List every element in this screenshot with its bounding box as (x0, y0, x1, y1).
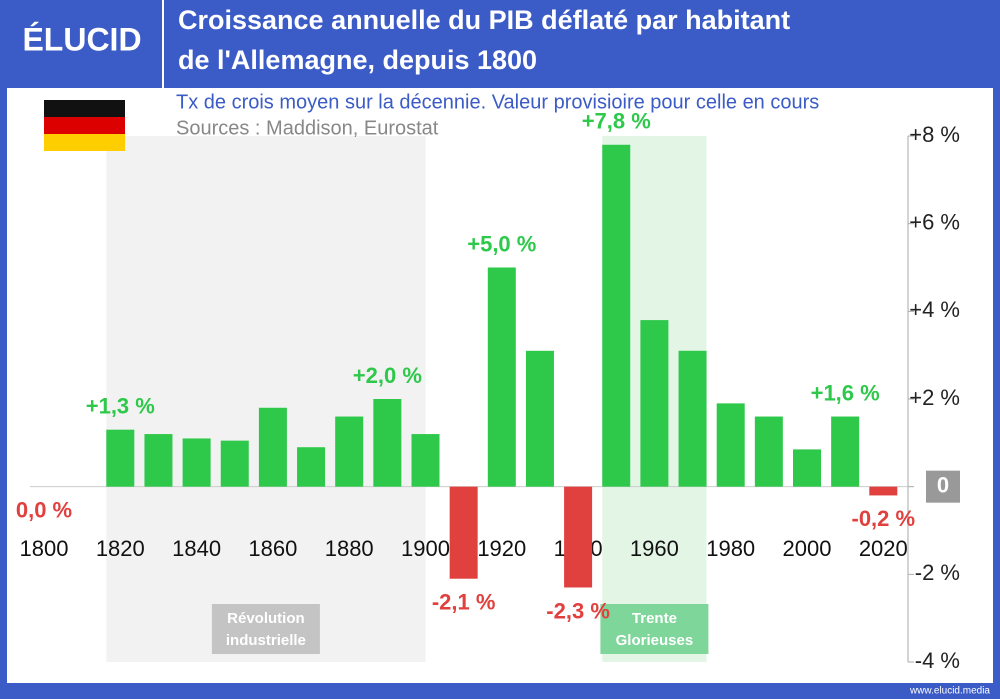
bar (564, 486, 593, 588)
value-label: 0,0 % (16, 497, 72, 522)
source: Sources : Maddison, Eurostat (176, 117, 439, 139)
bar (525, 350, 554, 487)
value-label: +1,3 % (86, 393, 155, 418)
chart-title: de l'Allemagne, depuis 1800 (178, 45, 537, 75)
chart-title: Croissance annuelle du PIB déflaté par h… (178, 5, 790, 35)
y-tick-label: +6 % (909, 209, 960, 234)
bar (373, 399, 402, 487)
era-label: Glorieuses (616, 632, 694, 649)
bar (335, 416, 364, 487)
y-tick-label: +4 % (909, 297, 960, 322)
logo: ÉLUCID (22, 21, 141, 57)
bar (716, 403, 745, 487)
bar (297, 447, 326, 487)
value-label: -2,3 % (546, 598, 610, 623)
bar (793, 449, 821, 487)
x-tick-label: 1900 (401, 536, 450, 561)
bar (182, 438, 211, 487)
bar (869, 486, 898, 496)
y-tick-label: +2 % (909, 385, 960, 410)
era-label: industrielle (226, 632, 306, 649)
x-tick-label: 1920 (477, 536, 526, 561)
x-tick-label: 1980 (706, 536, 755, 561)
bar (411, 434, 440, 487)
bar (487, 267, 516, 487)
bar (754, 416, 783, 487)
bar (106, 429, 135, 487)
value-label: +7,8 % (582, 109, 651, 134)
bar (602, 144, 631, 487)
zero-box (926, 470, 960, 503)
value-label: -2,1 % (432, 590, 496, 615)
bar (831, 416, 860, 487)
y-tick-label: 0 (937, 472, 949, 497)
flag (44, 134, 125, 151)
x-tick-label: 1840 (172, 536, 221, 561)
flag (44, 117, 125, 134)
bar (144, 434, 173, 487)
value-label: +5,0 % (467, 231, 536, 256)
y-tick-label: -2 % (915, 560, 960, 585)
x-tick-label: 1880 (325, 536, 374, 561)
footer: www.elucid.media (909, 686, 990, 697)
value-label: +2,0 % (353, 363, 422, 388)
x-tick-label: 1820 (96, 536, 145, 561)
y-tick-label: -4 % (915, 648, 960, 673)
bar (678, 350, 707, 487)
subtitle: Tx de crois moyen sur la décennie. Valeu… (176, 91, 819, 113)
era-label: Trente (632, 610, 677, 627)
value-label: +1,6 % (811, 380, 880, 405)
value-label: -0,2 % (852, 506, 916, 531)
era-label-box (211, 604, 320, 654)
bar (640, 320, 669, 487)
flag (44, 100, 125, 117)
x-tick-label: 2020 (859, 536, 908, 561)
bar (449, 486, 478, 579)
x-tick-label: 1800 (20, 536, 69, 561)
era-label-box (600, 604, 709, 654)
era-band (106, 136, 426, 662)
x-tick-label: 2000 (783, 536, 832, 561)
bar (258, 407, 287, 487)
era-label: Révolution (227, 610, 305, 627)
y-tick-label: +8 % (909, 122, 960, 147)
bar (220, 440, 249, 487)
x-tick-label: 1960 (630, 536, 679, 561)
x-tick-label: 1860 (248, 536, 297, 561)
